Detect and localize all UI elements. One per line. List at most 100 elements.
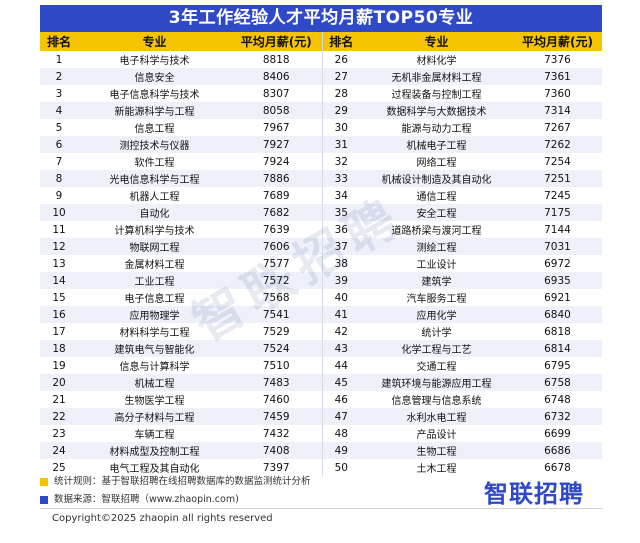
major-cell: 电气工程及其自动化	[78, 459, 231, 476]
table-row: 14 工业工程 7572 39 建筑学 6935	[40, 272, 602, 289]
rank-cell: 2	[40, 68, 78, 85]
rank-cell: 39	[321, 272, 360, 289]
major-cell: 机器人工程	[78, 187, 231, 204]
rank-cell: 20	[40, 374, 78, 391]
major-cell: 电子科学与技术	[78, 51, 231, 68]
rank-cell: 25	[40, 459, 78, 476]
major-cell: 能源与动力工程	[360, 119, 513, 136]
salary-cell: 7144	[513, 221, 602, 238]
major-cell: 交通工程	[360, 357, 513, 374]
salary-cell: 7361	[513, 68, 602, 85]
table-row: 19 信息与计算科学 7510 44 交通工程 6795	[40, 357, 602, 374]
salary-cell: 8058	[231, 102, 322, 119]
salary-cell: 7245	[513, 187, 602, 204]
salary-cell: 7360	[513, 85, 602, 102]
major-cell: 电子信息科学与技术	[78, 85, 231, 102]
table-row: 25 电气工程及其自动化 7397 50 土木工程 6678	[40, 459, 602, 476]
rank-cell: 30	[321, 119, 360, 136]
rank-cell: 34	[321, 187, 360, 204]
salary-cell: 6758	[513, 374, 602, 391]
major-cell: 软件工程	[78, 153, 231, 170]
salary-cell: 7967	[231, 119, 322, 136]
major-cell: 工业设计	[360, 255, 513, 272]
major-cell: 自动化	[78, 204, 231, 221]
salary-cell: 7432	[231, 425, 322, 442]
major-cell: 信息管理与信息系统	[360, 391, 513, 408]
major-cell: 生物工程	[360, 442, 513, 459]
rank-cell: 10	[40, 204, 78, 221]
salary-cell: 6686	[513, 442, 602, 459]
zhaopin-logo: 智联招聘	[484, 480, 584, 508]
salary-cell: 7572	[231, 272, 322, 289]
salary-cell: 8818	[231, 51, 322, 68]
table-row: 5 信息工程 7967 30 能源与动力工程 7267	[40, 119, 602, 136]
salary-cell: 7924	[231, 153, 322, 170]
rank-cell: 7	[40, 153, 78, 170]
table-row: 8 光电信息科学与工程 7886 33 机械设计制造及其自动化 7251	[40, 170, 602, 187]
salary-cell: 7262	[513, 136, 602, 153]
table-row: 11 计算机科学与技术 7639 36 道路桥梁与渡河工程 7144	[40, 221, 602, 238]
major-cell: 计算机科学与技术	[78, 221, 231, 238]
major-cell: 网络工程	[360, 153, 513, 170]
rank-cell: 11	[40, 221, 78, 238]
table-row: 6 测控技术与仪器 7927 31 机械电子工程 7262	[40, 136, 602, 153]
rank-cell: 14	[40, 272, 78, 289]
rank-cell: 42	[321, 323, 360, 340]
table-row: 23 车辆工程 7432 48 产品设计 6699	[40, 425, 602, 442]
salary-cell: 7606	[231, 238, 322, 255]
rank-cell: 8	[40, 170, 78, 187]
rank-cell: 26	[321, 51, 360, 68]
table-row: 2 信息安全 8406 27 无机非金属材料工程 7361	[40, 68, 602, 85]
rank-cell: 48	[321, 425, 360, 442]
major-cell: 信息工程	[78, 119, 231, 136]
major-cell: 材料化学	[360, 51, 513, 68]
blue-square-icon	[40, 496, 48, 504]
rank-cell: 4	[40, 102, 78, 119]
rank-cell: 49	[321, 442, 360, 459]
rank-cell: 22	[40, 408, 78, 425]
major-cell: 信息与计算科学	[78, 357, 231, 374]
rank-cell: 23	[40, 425, 78, 442]
table-row: 1 电子科学与技术 8818 26 材料化学 7376	[40, 51, 602, 68]
salary-cell: 7689	[231, 187, 322, 204]
table-row: 18 建筑电气与智能化 7524 43 化学工程与工艺 6814	[40, 340, 602, 357]
header-salary-right: 平均月薪(元)	[513, 32, 602, 51]
salary-cell: 7568	[231, 289, 322, 306]
salary-cell: 7886	[231, 170, 322, 187]
major-cell: 高分子材料与工程	[78, 408, 231, 425]
rank-cell: 37	[321, 238, 360, 255]
salary-cell: 7682	[231, 204, 322, 221]
major-cell: 统计学	[360, 323, 513, 340]
table-row: 21 生物医学工程 7460 46 信息管理与信息系统 6748	[40, 391, 602, 408]
salary-cell: 7031	[513, 238, 602, 255]
salary-cell: 7510	[231, 357, 322, 374]
rank-cell: 31	[321, 136, 360, 153]
salary-cell: 7397	[231, 459, 322, 476]
copyright-text: Copyright©2025 zhaopin all rights reserv…	[52, 513, 273, 524]
salary-cell: 6748	[513, 391, 602, 408]
footer-divider	[40, 508, 602, 509]
salary-cell: 6678	[513, 459, 602, 476]
major-cell: 机械设计制造及其自动化	[360, 170, 513, 187]
salary-cell: 8307	[231, 85, 322, 102]
major-cell: 物联网工程	[78, 238, 231, 255]
rank-cell: 16	[40, 306, 78, 323]
header-major-right: 专业	[360, 32, 513, 51]
rank-cell: 13	[40, 255, 78, 272]
major-cell: 水利水电工程	[360, 408, 513, 425]
salary-cell: 7541	[231, 306, 322, 323]
major-cell: 无机非金属材料工程	[360, 68, 513, 85]
rank-cell: 46	[321, 391, 360, 408]
table-row: 13 金属材料工程 7577 38 工业设计 6972	[40, 255, 602, 272]
salary-cell: 6921	[513, 289, 602, 306]
rank-cell: 43	[321, 340, 360, 357]
major-cell: 机械工程	[78, 374, 231, 391]
rank-cell: 45	[321, 374, 360, 391]
salary-cell: 6935	[513, 272, 602, 289]
major-cell: 建筑环境与能源应用工程	[360, 374, 513, 391]
major-cell: 信息安全	[78, 68, 231, 85]
salary-cell: 6732	[513, 408, 602, 425]
rank-cell: 15	[40, 289, 78, 306]
rank-cell: 40	[321, 289, 360, 306]
salary-cell: 7529	[231, 323, 322, 340]
